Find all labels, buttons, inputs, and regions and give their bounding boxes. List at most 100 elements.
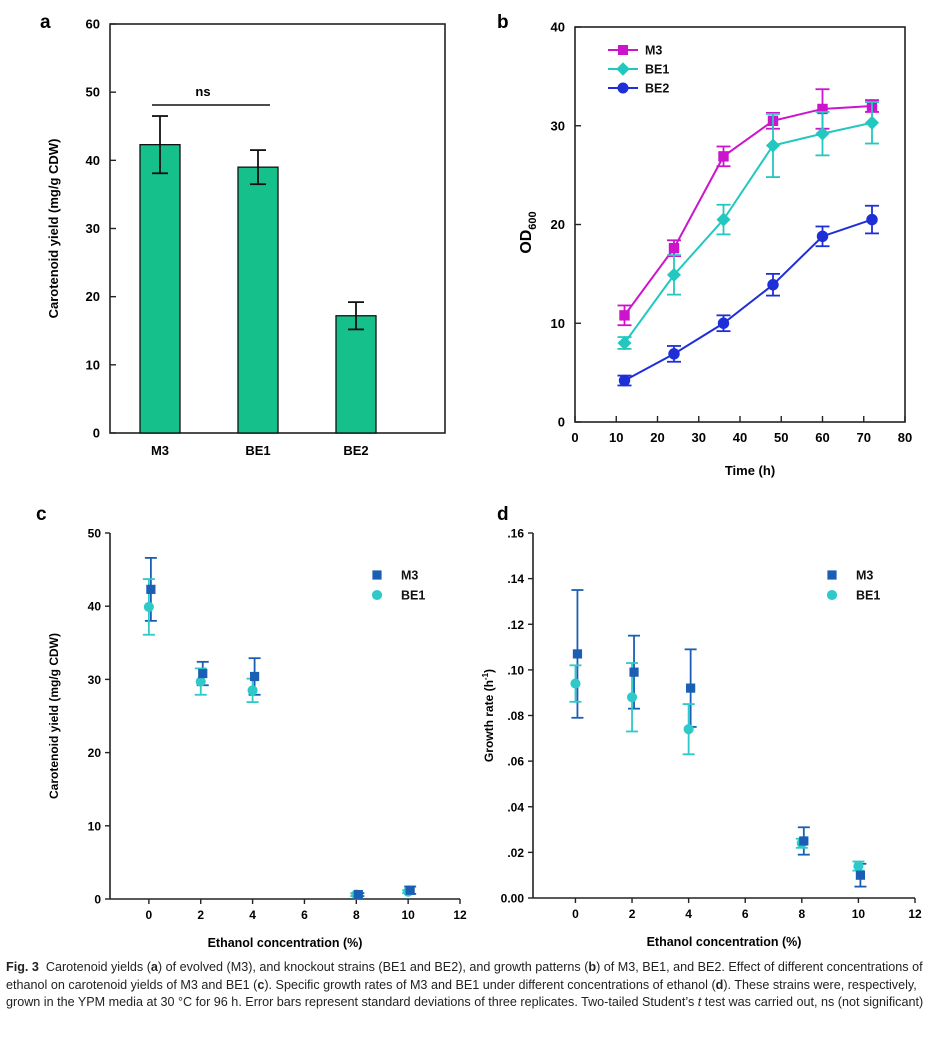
x-tick-label: 60 bbox=[815, 430, 829, 445]
x-tick-label: 0 bbox=[571, 430, 578, 445]
data-point-circle bbox=[143, 601, 154, 612]
x-tick-label: 50 bbox=[774, 430, 788, 445]
y-tick-label: 30 bbox=[88, 673, 102, 687]
data-point-circle bbox=[717, 317, 730, 329]
y-tick-label: .02 bbox=[507, 846, 524, 860]
y-tick-label: 0 bbox=[93, 426, 100, 441]
data-point-diamond bbox=[815, 126, 830, 141]
x-tick-label: 4 bbox=[685, 907, 692, 921]
data-point-square bbox=[249, 671, 260, 682]
x-tick-label: 30 bbox=[692, 430, 706, 445]
data-point-square bbox=[855, 870, 866, 880]
x-tick-label: 2 bbox=[629, 907, 636, 921]
data-point-circle bbox=[826, 589, 838, 601]
data-point-circle bbox=[668, 348, 680, 360]
y-axis-label-main: Growth rate (h bbox=[482, 680, 496, 762]
y-axis-label-end: ) bbox=[482, 669, 496, 673]
panel-label-d: d bbox=[497, 504, 509, 525]
chart-panel-c: c 0 2 4 6 8 10 12 0 10 20 30 40 50 Ethanol concentrat… bbox=[36, 504, 467, 951]
data-point-square bbox=[198, 668, 208, 679]
data-point-square bbox=[405, 885, 415, 895]
data-point-square bbox=[629, 667, 639, 677]
data-point-circle bbox=[816, 230, 829, 243]
x-axis-label: Ethanol concentration (%) bbox=[647, 935, 802, 949]
data-point-square bbox=[146, 584, 156, 594]
bar bbox=[335, 315, 377, 434]
y-tick-label: 30 bbox=[86, 221, 100, 236]
chart-panel-b: b 0 10 20 30 40 50 60 70 80 0 10 20 30 40 Time (h) OD60… bbox=[497, 12, 912, 479]
y-axis-label: Carotenoid yield (mg/g CDW) bbox=[47, 633, 61, 799]
x-category-label: M3 bbox=[151, 443, 169, 458]
data-point-diamond bbox=[765, 138, 781, 153]
x-tick-label: 4 bbox=[249, 908, 256, 922]
x-tick-label: 6 bbox=[301, 908, 308, 922]
y-tick-label: 60 bbox=[86, 17, 100, 32]
data-point-square bbox=[718, 151, 729, 162]
data-point-square bbox=[372, 570, 382, 580]
panel-label-a: a bbox=[40, 12, 51, 33]
line-chart-area: 0 10 20 30 40 50 60 70 80 0 10 20 30 40 Time (h) OD600 M… bbox=[518, 20, 912, 479]
caption-ref: a bbox=[150, 960, 158, 974]
y-tick-label: .12 bbox=[507, 618, 524, 632]
caption-text: test was carried out, ns (not significan… bbox=[701, 995, 924, 1010]
caption-text: Carotenoid yields ( bbox=[45, 960, 151, 974]
y-axis-label: OD600 bbox=[518, 211, 539, 253]
y-axis-label-superscript: -1 bbox=[481, 672, 490, 680]
x-tick-label: 10 bbox=[609, 430, 623, 445]
chart-panel-d: d 0 2 4 6 8 10 12 0.00 .02 .04 .06 .08 .10 .12 .14 .16 E… bbox=[481, 504, 922, 950]
bar bbox=[237, 166, 279, 434]
x-tick-label: 10 bbox=[852, 907, 866, 921]
bar-chart-area: 0 10 20 30 40 50 60 Carotenoid yield (mg/g CDW)… bbox=[46, 17, 446, 458]
y-tick-label: 20 bbox=[551, 217, 565, 232]
data-point-diamond bbox=[617, 335, 632, 351]
data-point-square bbox=[572, 649, 583, 659]
data-point-circle bbox=[371, 589, 383, 601]
y-tick-label: .16 bbox=[507, 527, 524, 541]
data-point-square bbox=[827, 570, 837, 580]
data-point-square bbox=[686, 683, 696, 693]
data-point-circle bbox=[570, 678, 581, 689]
series-line bbox=[624, 218, 873, 382]
y-tick-label: 0 bbox=[94, 893, 101, 907]
y-tick-label: .06 bbox=[507, 755, 524, 769]
scatter-chart-area: 0 2 4 6 8 10 12 0 10 20 30 40 50 Ethanol concentratio… bbox=[47, 527, 467, 951]
y-tick-label: 50 bbox=[88, 527, 102, 541]
y-tick-label: .08 bbox=[507, 709, 524, 723]
data-point-square bbox=[619, 310, 630, 321]
panel-label-c: c bbox=[36, 504, 47, 525]
significance-label: ns bbox=[195, 84, 210, 99]
x-tick-label: 8 bbox=[798, 907, 805, 921]
y-tick-label: 0 bbox=[558, 415, 565, 430]
caption-ref: b bbox=[588, 960, 597, 974]
caption-text: ). Specific growth rates of M3 and BE1 u… bbox=[264, 977, 716, 992]
data-point-diamond bbox=[666, 267, 682, 282]
scatter-chart-area: 0 2 4 6 8 10 12 0.00 .02 .04 .06 .08 .10 .12 .14 .16 Eth… bbox=[481, 527, 922, 950]
y-tick-label: 10 bbox=[86, 357, 100, 372]
y-axis-label-subscript: 600 bbox=[527, 211, 539, 229]
data-point-square bbox=[618, 45, 628, 55]
data-point-diamond bbox=[716, 212, 731, 227]
x-tick-label: 12 bbox=[908, 907, 922, 921]
caption-ref: c bbox=[257, 977, 265, 992]
y-tick-label: 40 bbox=[86, 153, 100, 168]
x-tick-label: 12 bbox=[453, 908, 467, 922]
x-category-label: BE2 bbox=[343, 443, 368, 458]
y-tick-label: 10 bbox=[551, 316, 565, 331]
x-axis-label: Ethanol concentration (%) bbox=[208, 936, 363, 950]
y-tick-label: 50 bbox=[86, 85, 100, 100]
bar bbox=[139, 144, 181, 434]
x-tick-label: 6 bbox=[742, 907, 749, 921]
data-point-circle bbox=[618, 374, 631, 387]
caption-text: ). These strains were, respectively, gro… bbox=[6, 977, 917, 1010]
data-point-square bbox=[799, 836, 809, 846]
x-tick-label: 2 bbox=[197, 908, 204, 922]
data-point-circle bbox=[617, 82, 629, 94]
x-category-label: BE1 bbox=[245, 443, 270, 458]
caption-text: ) of evolved (M3), and knockout strains … bbox=[157, 960, 589, 974]
y-tick-label: 40 bbox=[551, 20, 565, 35]
series-line bbox=[623, 121, 873, 344]
data-point-square bbox=[817, 103, 828, 115]
legend-label: BE1 bbox=[645, 63, 669, 77]
x-tick-label: 0 bbox=[146, 908, 153, 922]
legend-label: BE1 bbox=[856, 589, 880, 603]
